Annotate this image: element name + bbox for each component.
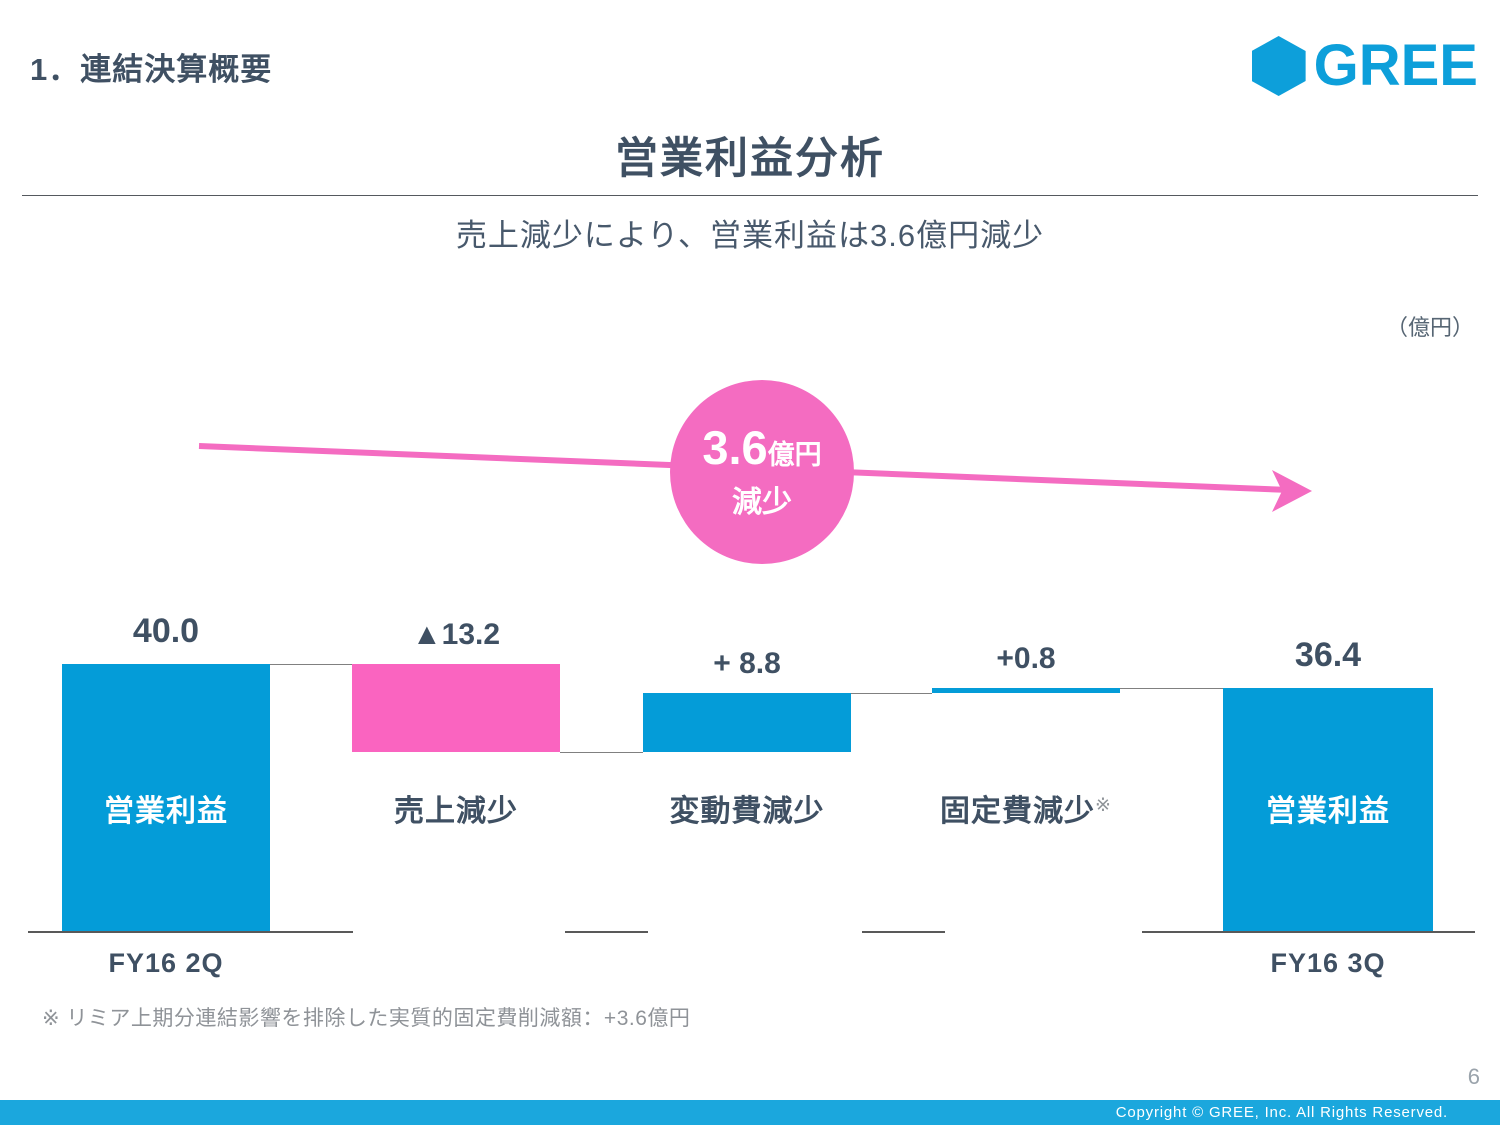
subtitle: 売上減少により、営業利益は3.6億円減少	[455, 218, 1045, 253]
connector-line-3	[1120, 687, 1223, 689]
axis-label-4: FY16 3Q	[1270, 948, 1386, 978]
connector-line-0	[270, 663, 352, 665]
baseline-segment-3	[1142, 930, 1475, 933]
bar-value-label-4: 36.4	[1294, 635, 1362, 674]
gree-logo-text: GREE	[1313, 33, 1478, 98]
gree-logo: GREE	[1251, 33, 1478, 98]
bar-value-label-2: + 8.8	[713, 646, 781, 680]
page-title: 営業利益分析	[615, 135, 885, 183]
baseline-segment-1	[565, 930, 648, 933]
bar-value-label-3: +0.8	[996, 641, 1056, 675]
waterfall-bar-2	[643, 692, 851, 752]
bar-name-label-4: 営業利益	[1266, 795, 1390, 828]
baseline-segment-0	[28, 930, 353, 933]
decrease-value: 3.6	[702, 421, 768, 474]
baseline-segment-2	[862, 930, 945, 933]
bar-value-label-0: 40.0	[132, 611, 200, 650]
footnote-ref-icon: ※	[1095, 795, 1112, 816]
connector-line-2	[851, 692, 932, 694]
bar-name-label-0: 営業利益	[104, 795, 228, 828]
section-title: 1．連結決算概要	[30, 52, 273, 87]
footer-copyright: Copyright © GREE, Inc. All Rights Reserv…	[0, 1100, 1500, 1125]
waterfall-bar-1	[352, 663, 560, 752]
waterfall-bar-3	[932, 687, 1120, 693]
title-divider	[22, 195, 1478, 196]
axis-label-0: FY16 2Q	[108, 948, 224, 978]
waterfall-bar-4	[1223, 687, 1433, 932]
page-number: 6	[1467, 1064, 1480, 1089]
footnote: ※ リミア上期分連結影響を排除した実質的固定費削減額：+3.6億円	[42, 1007, 691, 1030]
bar-value-label-1: ▲13.2	[411, 617, 501, 651]
decrease-unit: 億円	[767, 440, 822, 470]
connector-line-1	[560, 751, 643, 753]
bar-name-label-2: 変動費減少	[669, 795, 825, 828]
gree-hexagon-icon	[1251, 36, 1306, 96]
unit-label: （億円）	[1385, 315, 1474, 340]
decrease-label: 減少	[732, 486, 792, 519]
decrease-badge: 3.6億円 減少	[670, 380, 854, 564]
decrease-amount: 3.6億円	[702, 423, 821, 485]
bar-name-label-1: 売上減少	[394, 795, 518, 828]
waterfall-bar-0	[62, 663, 270, 932]
bar-name-label-3: 固定費減少※	[940, 795, 1112, 828]
